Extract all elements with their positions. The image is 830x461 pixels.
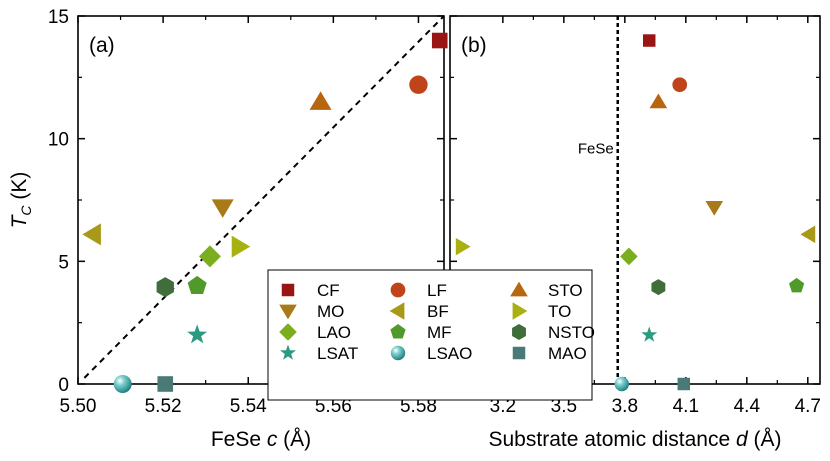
panel-a-fit-line (83, 16, 444, 379)
panel-a-xlabel-var: c (267, 428, 278, 451)
y-tick-label: 10 (48, 130, 69, 151)
panel-b-point-nsto (651, 279, 666, 296)
legend-label-lsat: LSAT (317, 344, 358, 363)
panel-a-x-axis-title: FeSe c (Å) (211, 428, 311, 451)
panel-b-xlabel-suffix: (Å) (748, 428, 782, 451)
legend-marker-sto (510, 281, 528, 297)
ylabel-suffix: (K) (8, 172, 31, 206)
panel-a-point-lao (198, 245, 221, 268)
panel-a-point-sto (309, 91, 332, 110)
panel-a-point-lsao (113, 375, 132, 393)
panel-b-points (455, 34, 816, 392)
legend-marker-lao (279, 323, 297, 341)
panel-a-x-tick-label: 5.54 (230, 396, 267, 417)
y-tick-label: 15 (48, 7, 69, 28)
panel-b-point-lf (672, 77, 688, 93)
panel-a-xlabel-prefix: FeSe (211, 428, 267, 451)
legend-marker-mo (279, 304, 297, 320)
panel-a-y-ticks: 0 5 10 15 (48, 7, 820, 396)
panel-a-point-bf (82, 223, 101, 246)
panel-b-point-lsao (614, 376, 629, 392)
ylabel-sub: C (18, 205, 34, 216)
panel-b-xlabel-prefix: Substrate atomic distance (489, 428, 736, 451)
panel-b-point-bf (800, 225, 816, 244)
panel-b-xlabel-var: d (736, 428, 749, 451)
panel-b-x-tick-label: 4.1 (673, 396, 699, 417)
legend: CF LF STO MO BF TO LAO MF NSTO LSAT LSAO MAO (279, 281, 595, 363)
legend-label-lsao: LSAO (427, 344, 472, 363)
panel-b-fese-label: FeSe (578, 140, 614, 157)
legend-label-lao: LAO (317, 323, 351, 342)
panel-a-x-tick-label: 5.58 (400, 396, 437, 417)
legend-marker-to (512, 302, 528, 320)
panel-a-point-mao (157, 376, 174, 392)
legend-label-mao: MAO (548, 344, 587, 363)
panel-a-x-tick-label: 5.56 (315, 396, 352, 417)
legend-marker-mf (390, 324, 406, 339)
panel-b-label: (b) (461, 34, 487, 57)
panel-b-point-lao (620, 247, 638, 266)
panel-b-x-tick-label: 3.8 (612, 396, 638, 417)
legend-label-mo: MO (317, 302, 344, 321)
panel-b-point-to (455, 237, 471, 256)
panel-b-point-mao (677, 377, 691, 391)
legend-label-bf: BF (427, 302, 449, 321)
panel-b-point-mf (789, 277, 805, 293)
legend-label-nsto: NSTO (548, 323, 595, 342)
legend-label-cf: CF (317, 281, 340, 300)
panel-b-point-lsat (641, 326, 658, 342)
panel-a-points (82, 32, 448, 393)
legend-label-to: TO (548, 302, 571, 321)
panel-b-x-tick-label: 3.5 (551, 396, 577, 417)
legend-marker-lsat (280, 344, 296, 360)
panel-a-x-ticks: 5.50 5.52 5.54 5.56 5.58 (60, 16, 437, 417)
legend-marker-lf (390, 282, 406, 298)
legend-marker-mao (512, 346, 526, 360)
y-tick-label: 5 (58, 252, 69, 273)
panel-a-point-cf (431, 32, 448, 49)
panel-b-point-sto (649, 93, 668, 109)
panel-a-point-nsto (156, 277, 174, 298)
panel-a-point-to (231, 235, 251, 258)
legend-marker-cf (281, 283, 295, 297)
panel-a-x-tick-label: 5.50 (60, 396, 97, 417)
panel-b-x-tick-label: 3.2 (490, 396, 516, 417)
panel-b-x-tick-label: 4.4 (734, 396, 761, 417)
panel-b-x-tick-label: 4.7 (795, 396, 821, 417)
legend-label-mf: MF (427, 323, 452, 342)
legend-marker-lsao (390, 345, 406, 361)
panel-b-x-ticks: 3.2 3.5 3.8 4.1 4.4 4.7 (490, 16, 821, 417)
panel-b-point-mo (705, 200, 724, 216)
panel-b-point-cf (642, 34, 656, 47)
panel-a-label: (a) (89, 34, 115, 57)
y-axis-title: TC (K) (8, 172, 34, 229)
y-tick-label: 0 (58, 375, 69, 396)
legend-label-sto: STO (548, 281, 583, 300)
panel-a-point-mf (187, 275, 207, 294)
panel-a-x-tick-label: 5.52 (145, 396, 182, 417)
legend-marker-nsto (512, 324, 526, 340)
panel-a-xlabel-suffix: (Å) (277, 428, 311, 451)
legend-marker-bf (389, 302, 405, 320)
panel-a-point-mo (211, 199, 234, 218)
panel-a-point-lsat (187, 324, 208, 344)
legend-label-lf: LF (427, 281, 447, 300)
panel-b-x-axis-title: Substrate atomic distance d (Å) (489, 428, 782, 451)
ylabel-var: T (8, 213, 31, 228)
legend-box (267, 269, 593, 401)
panel-a-point-lf (409, 75, 428, 94)
